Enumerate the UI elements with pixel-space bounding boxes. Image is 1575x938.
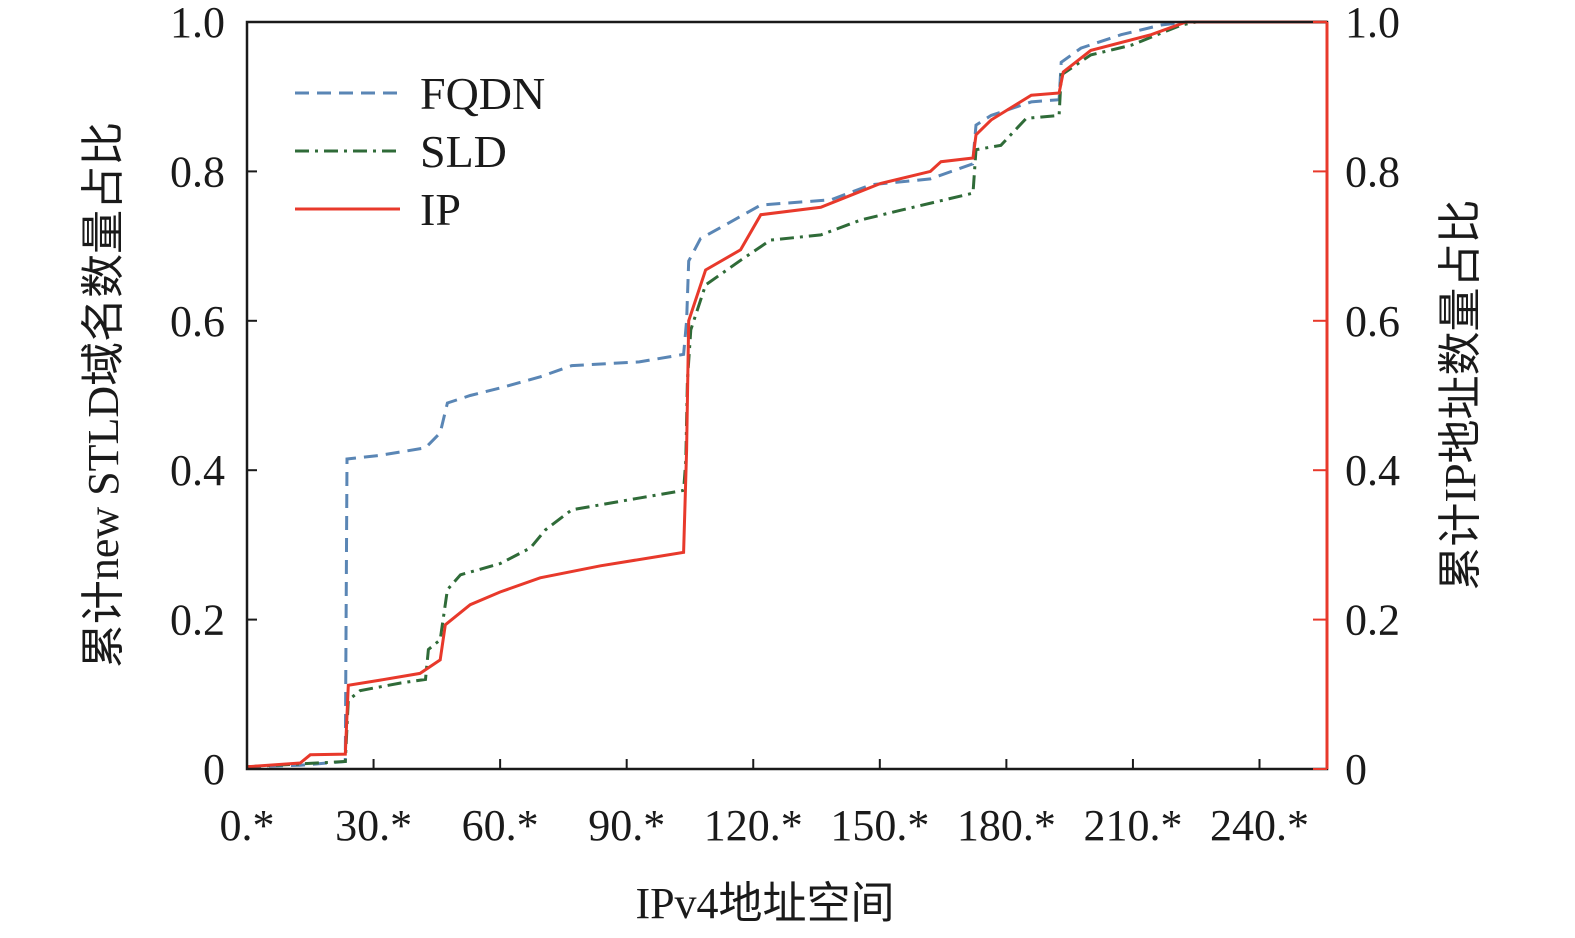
legend: FQDN SLD IP [295, 68, 545, 235]
x-tick-label: 30.* [335, 801, 412, 850]
y-right-tick-label: 0.4 [1345, 446, 1400, 495]
legend-label-sld: SLD [420, 126, 507, 177]
y-right-tick-label: 0.2 [1345, 596, 1400, 645]
series-layer [246, 20, 1327, 769]
x-axis-label: IPv4地址空间 [635, 879, 894, 928]
x-tick-label: 240.* [1210, 801, 1309, 850]
legend-label-fqdn: FQDN [420, 68, 545, 119]
x-tick-label: 90.* [588, 801, 665, 850]
x-tick-label: 120.* [704, 801, 803, 850]
x-tick-label: 180.* [957, 801, 1056, 850]
y-tick-label: 0.4 [170, 446, 225, 495]
y-right-tick-label: 0.8 [1345, 147, 1400, 196]
x-tick-label: 210.* [1083, 801, 1182, 850]
y-tick-label: 0.2 [170, 596, 225, 645]
y-tick-label: 1.0 [170, 0, 225, 47]
y-right-tick-label: 0.6 [1345, 297, 1400, 346]
legend-label-ip: IP [420, 184, 461, 235]
y-tick-label: 0.8 [170, 147, 225, 196]
series-line-ip [246, 20, 1327, 769]
series-line-sld [246, 20, 1327, 769]
y-tick-label: 0.6 [170, 297, 225, 346]
series-line-fqdn [246, 20, 1327, 769]
x-tick-label: 0.* [220, 801, 275, 850]
y-right-tick-label: 1.0 [1345, 0, 1400, 47]
y-tick-label: 0 [203, 745, 225, 794]
y-axis-label: 累计new STLD域名数量占比 [79, 122, 128, 668]
y-axis-label-right: 累计IP地址数量占比 [1436, 199, 1485, 590]
x-tick-label: 60.* [462, 801, 539, 850]
y-ticks-right: 0 0.2 0.4 0.6 0.8 1.0 [1313, 0, 1400, 794]
x-tick-label: 150.* [830, 801, 929, 850]
plot-frame [245, 20, 1329, 771]
y-right-tick-label: 0 [1345, 745, 1367, 794]
y-ticks: 0 0.2 0.4 0.6 0.8 1.0 [170, 0, 257, 794]
x-ticks: 0.* 30.* 60.* 90.* 120.* 150.* 180.* 210.* 240.* [220, 759, 1309, 850]
